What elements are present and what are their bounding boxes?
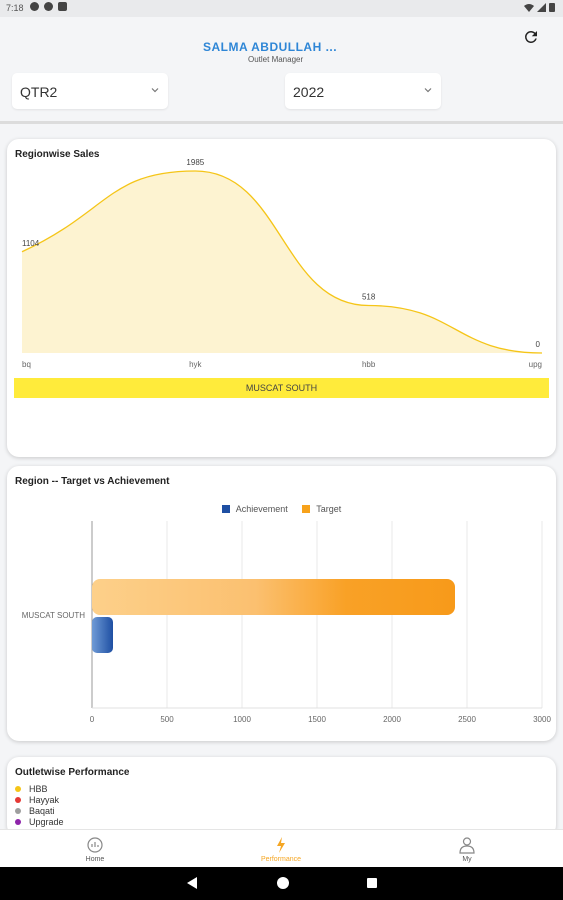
recents-icon[interactable] xyxy=(366,876,378,890)
x-tick-label: 1500 xyxy=(308,715,326,724)
bar-achievement[interactable] xyxy=(92,617,113,653)
legend-swatch xyxy=(302,505,311,513)
legend-dot xyxy=(15,785,21,792)
nav-my[interactable]: My xyxy=(427,832,507,863)
data-label: 0 xyxy=(536,340,541,349)
x-tick-label: 2500 xyxy=(458,715,476,724)
battery-icon xyxy=(549,3,555,12)
region-label-bar[interactable]: MUSCAT SOUTH xyxy=(14,378,549,398)
card-title: Region -- Target vs Achievement xyxy=(15,476,170,487)
person-icon xyxy=(459,837,475,854)
data-label: 1104 xyxy=(22,239,40,248)
nav-performance[interactable]: Performance xyxy=(241,832,321,863)
x-tick-label: 2000 xyxy=(383,715,401,724)
card-title: Outletwise Performance xyxy=(15,767,130,778)
nav-home[interactable]: Home xyxy=(55,832,135,863)
legend-item-upgrade[interactable]: Upgrade xyxy=(15,816,64,827)
performance-icon xyxy=(277,837,285,853)
back-icon[interactable] xyxy=(186,876,198,890)
nav-label: Performance xyxy=(260,856,302,863)
notification-dot-icon xyxy=(30,2,39,11)
bottom-navigation: Home Performance My xyxy=(0,829,563,867)
app-header: SALMA ABDULLAH ... Outlet Manager QTR2 2… xyxy=(0,17,563,124)
legend-item-achievement[interactable]: Achievement xyxy=(221,504,288,514)
signal-icon xyxy=(537,2,546,12)
x-tick-label: 0 xyxy=(90,715,95,724)
quarter-select-value: QTR2 xyxy=(20,84,58,100)
legend-label: Achievement xyxy=(235,504,288,514)
legend-item-hbb[interactable]: HBB xyxy=(15,783,64,794)
legend-dot xyxy=(15,796,21,803)
data-label: 518 xyxy=(362,293,376,302)
x-tick-label: 1000 xyxy=(233,715,251,724)
legend-label: HBB xyxy=(29,783,48,794)
user-name: SALMA ABDULLAH ... xyxy=(203,40,338,54)
chevron-down-icon xyxy=(151,88,159,93)
chart-legend: Achievement Target xyxy=(7,504,556,515)
y-category-label: MUSCAT SOUTH xyxy=(22,611,85,620)
quarter-select[interactable]: QTR2 xyxy=(12,73,168,109)
status-time: 7:18 xyxy=(6,3,24,13)
x-tick-label: upg xyxy=(529,360,542,369)
area-line xyxy=(21,170,543,354)
outlet-legend: HBB Hayyak Baqati Upgrade xyxy=(15,783,64,827)
target-achievement-card: Region -- Target vs Achievement Achievem… xyxy=(7,466,556,741)
regionwise-sales-card: Regionwise Sales 1104 bq 1985 hyk 518 hbb 0 upg… xyxy=(7,139,556,457)
card-title: Regionwise Sales xyxy=(15,149,100,160)
regionwise-sales-chart: 1104 bq 1985 hyk 518 hbb 0 upg xyxy=(21,158,543,369)
legend-item-target[interactable]: Target xyxy=(302,504,341,514)
user-role: Outlet Manager xyxy=(248,55,304,64)
data-label: 1985 xyxy=(186,158,204,167)
legend-item-baqati[interactable]: Baqati xyxy=(15,805,64,816)
year-select[interactable]: 2022 xyxy=(285,73,441,109)
system-status-icons xyxy=(524,2,555,12)
x-tick-label: hyk xyxy=(189,360,202,369)
wifi-icon xyxy=(524,3,534,12)
target-achievement-chart: 0 500 1000 1500 2000 2500 3000 MUSCAT SOUTH xyxy=(22,521,551,724)
home-icon[interactable] xyxy=(276,876,290,890)
chevron-down-icon xyxy=(424,88,432,93)
refresh-icon[interactable] xyxy=(522,28,540,46)
legend-dot xyxy=(15,807,21,814)
legend-item-hayyak[interactable]: Hayyak xyxy=(15,794,64,805)
app-notification-icon xyxy=(58,2,67,11)
legend-label: Hayyak xyxy=(29,794,60,805)
x-tick-label: hbb xyxy=(362,360,376,369)
outletwise-performance-card: Outletwise Performance HBB Hayyak Baqati… xyxy=(7,757,556,837)
area-fill xyxy=(22,171,542,353)
x-tick-label: bq xyxy=(22,360,31,369)
nav-label: My xyxy=(462,856,472,863)
chat-icon xyxy=(44,2,53,11)
system-navigation-bar xyxy=(0,867,563,900)
legend-label: Baqati xyxy=(29,805,55,816)
notification-icons xyxy=(30,2,67,11)
bar-target[interactable] xyxy=(92,579,455,615)
x-tick-label: 3000 xyxy=(533,715,551,724)
home-chart-icon xyxy=(87,837,103,853)
legend-dot xyxy=(15,818,21,825)
status-bar: 7:18 xyxy=(0,0,563,17)
nav-label: Home xyxy=(85,856,105,863)
year-select-value: 2022 xyxy=(293,84,325,100)
legend-swatch xyxy=(221,505,230,513)
legend-label: Target xyxy=(316,504,342,514)
legend-label: Upgrade xyxy=(29,816,64,827)
x-tick-label: 500 xyxy=(160,715,174,724)
